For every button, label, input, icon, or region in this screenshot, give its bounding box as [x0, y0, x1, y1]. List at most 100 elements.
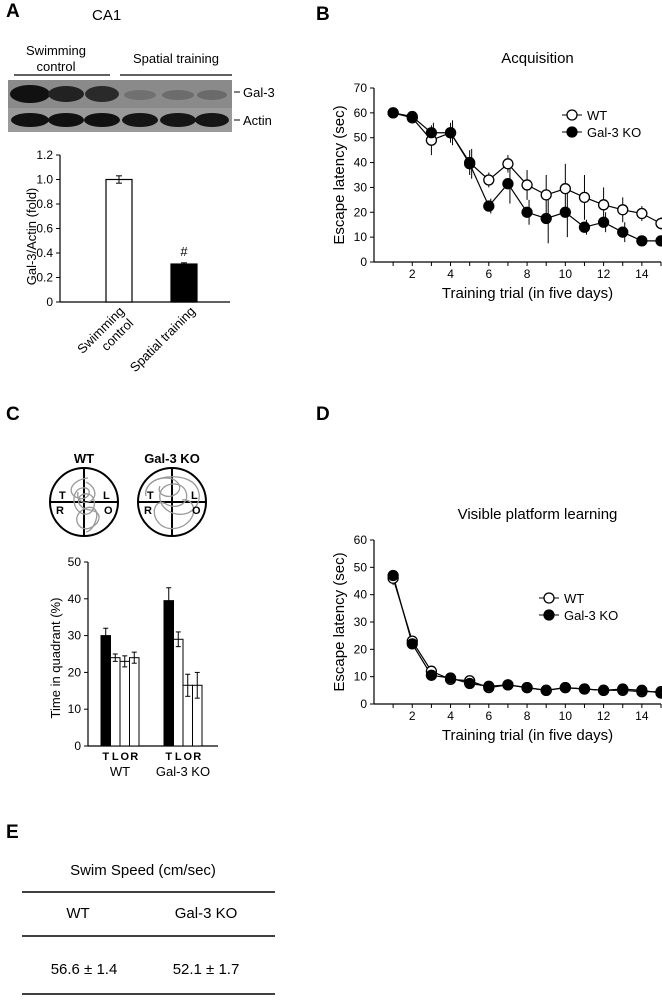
data-point-wt [617, 204, 629, 216]
maze-title-gal3-ko: Gal-3 KO [144, 451, 200, 466]
data-point-gal3-ko [483, 680, 495, 692]
y-tick-label: 40 [68, 592, 82, 606]
error-bar [131, 651, 137, 664]
data-point-gal3-ko [559, 681, 571, 694]
data-point-gal3-ko [425, 669, 438, 681]
panel-letter-b: B [316, 4, 330, 25]
y-tick-label: 0 [360, 255, 367, 269]
y-tick-label: 10 [354, 670, 368, 684]
x-tick-label: 6 [485, 267, 492, 281]
panel-letter-a: A [6, 1, 20, 22]
data-point-gal3-ko [617, 683, 629, 695]
panel-letter-d: D [316, 404, 330, 425]
table-cell-gal3-ko-speed: 52.1 ± 1.7 [173, 961, 240, 978]
chart-d-visible-platform: Visible platform learning 0 10 20 30 40 50 60 2 4… [331, 506, 662, 744]
x-quadrant-label: L [175, 751, 182, 763]
x-quadrant-label: R [193, 751, 201, 763]
blot-row-label-gal3: Gal-3 [243, 85, 275, 100]
panel-e: E Swim Speed (cm/sec) WT Gal-3 KO 56.6 ±… [6, 822, 275, 995]
western-blot-gal3 [8, 80, 232, 108]
data-point-gal3-ko [406, 638, 418, 650]
x-tick-label: 2 [409, 709, 416, 723]
data-point-wt [655, 217, 662, 230]
data-point-gal3-ko [540, 684, 552, 696]
x-tick-label: 8 [524, 267, 531, 281]
y-axis-label: Escape latency (sec) [331, 105, 348, 244]
error-bar [112, 653, 118, 662]
y-tick-label: 30 [354, 615, 368, 629]
x-tick-label: 2 [409, 267, 416, 281]
y-tick-label: 20 [354, 205, 368, 219]
y-tick-label: 0.4 [36, 246, 53, 260]
panel-b: B Acquisition 0 10 20 30 40 50 60 70 2 4 6 8 10 12 14 Tr… [316, 4, 662, 302]
y-tick-label: 60 [354, 533, 368, 547]
data-point-gal3-ko [387, 107, 399, 119]
error-bar [103, 627, 109, 644]
y-tick-label: 30 [68, 629, 82, 643]
x-tick-label: 12 [597, 267, 611, 281]
panel-letter-e: E [6, 822, 19, 843]
y-axis-label: Escape latency (sec) [331, 552, 348, 691]
blot-region-title: CA1 [92, 7, 121, 24]
data-point-gal3-ko [502, 178, 514, 190]
x-category-label-swimming-control: Swimmingcontrol [74, 304, 138, 368]
table-title: Swim Speed (cm/sec) [70, 862, 216, 879]
x-tick-label: 4 [447, 267, 454, 281]
maze-title-wt: WT [74, 451, 94, 466]
legend-marker-wt [566, 109, 578, 121]
panel-d: D Visible platform learning 0 10 20 30 40 50 60… [316, 404, 662, 744]
x-group-label-gal3-ko: Gal-3 KO [156, 764, 210, 779]
data-point-gal3-ko [655, 235, 662, 247]
bar-wt-quadrant-l [110, 657, 121, 747]
y-tick-label: 10 [354, 230, 368, 244]
x-tick-label: 6 [485, 709, 492, 723]
y-tick-label: 40 [354, 588, 368, 602]
legend-marker-gal3-ko [566, 126, 578, 138]
data-point-gal3-ko [578, 683, 591, 695]
y-tick-label: 20 [68, 665, 82, 679]
data-point-gal3-ko [425, 127, 438, 139]
bar-spatial-training [170, 263, 198, 303]
western-blot-actin [8, 108, 232, 132]
data-point-gal3-ko [444, 127, 457, 139]
data-point-gal3-ko [597, 216, 610, 228]
y-axis-label: Time in quadrant (%) [48, 598, 63, 719]
table-header-wt: WT [66, 905, 89, 922]
water-maze-trace-wt [49, 467, 119, 537]
error-bar [185, 673, 191, 697]
x-tick-label: 14 [635, 709, 649, 723]
blot-group-label-swimming-line2: control [36, 59, 75, 74]
blot-group-label-swimming-line1: Swimming [26, 43, 86, 58]
table-cell-wt-speed: 56.6 ± 1.4 [51, 961, 118, 978]
error-bar [166, 587, 172, 615]
x-quadrant-label: L [112, 751, 119, 763]
y-tick-label: 1.0 [36, 173, 53, 187]
significance-marker: # [180, 244, 188, 259]
error-bar [122, 655, 128, 668]
x-tick-label: 8 [524, 709, 531, 723]
data-point-wt [502, 158, 514, 170]
y-tick-label: 50 [68, 555, 82, 569]
maze-wt-label-r: R [56, 505, 64, 517]
maze-wt-label-o: O [104, 505, 113, 517]
y-tick-label: 0 [46, 295, 53, 309]
y-tick-label: 1.2 [36, 148, 53, 162]
y-tick-label: 0 [74, 739, 81, 753]
error-bar [175, 631, 181, 648]
data-point-gal3-ko [578, 221, 591, 233]
y-tick-label: 10 [68, 702, 82, 716]
y-tick-label: 20 [354, 642, 368, 656]
error-bar [194, 671, 200, 699]
legend-label-gal3-ko: Gal-3 KO [587, 125, 641, 140]
y-tick-label: 30 [354, 180, 368, 194]
data-point-gal3-ko [521, 206, 533, 218]
y-tick-label: 60 [354, 106, 368, 120]
x-tick-label: 10 [559, 267, 573, 281]
data-point-gal3-ko [464, 158, 476, 170]
chart-a-gal3-bar: 0 0.2 0.4 0.6 0.8 1.0 1.2 Gal-3/Actin (fold) # Sw… [24, 148, 230, 375]
chart-b-acquisition: Acquisition 0 10 20 30 40 50 60 70 2 4 6 8 10 12 14 Trai… [331, 50, 662, 302]
data-point-gal3-ko [636, 684, 648, 696]
x-axis-label: Training trial (in five days) [442, 285, 613, 302]
